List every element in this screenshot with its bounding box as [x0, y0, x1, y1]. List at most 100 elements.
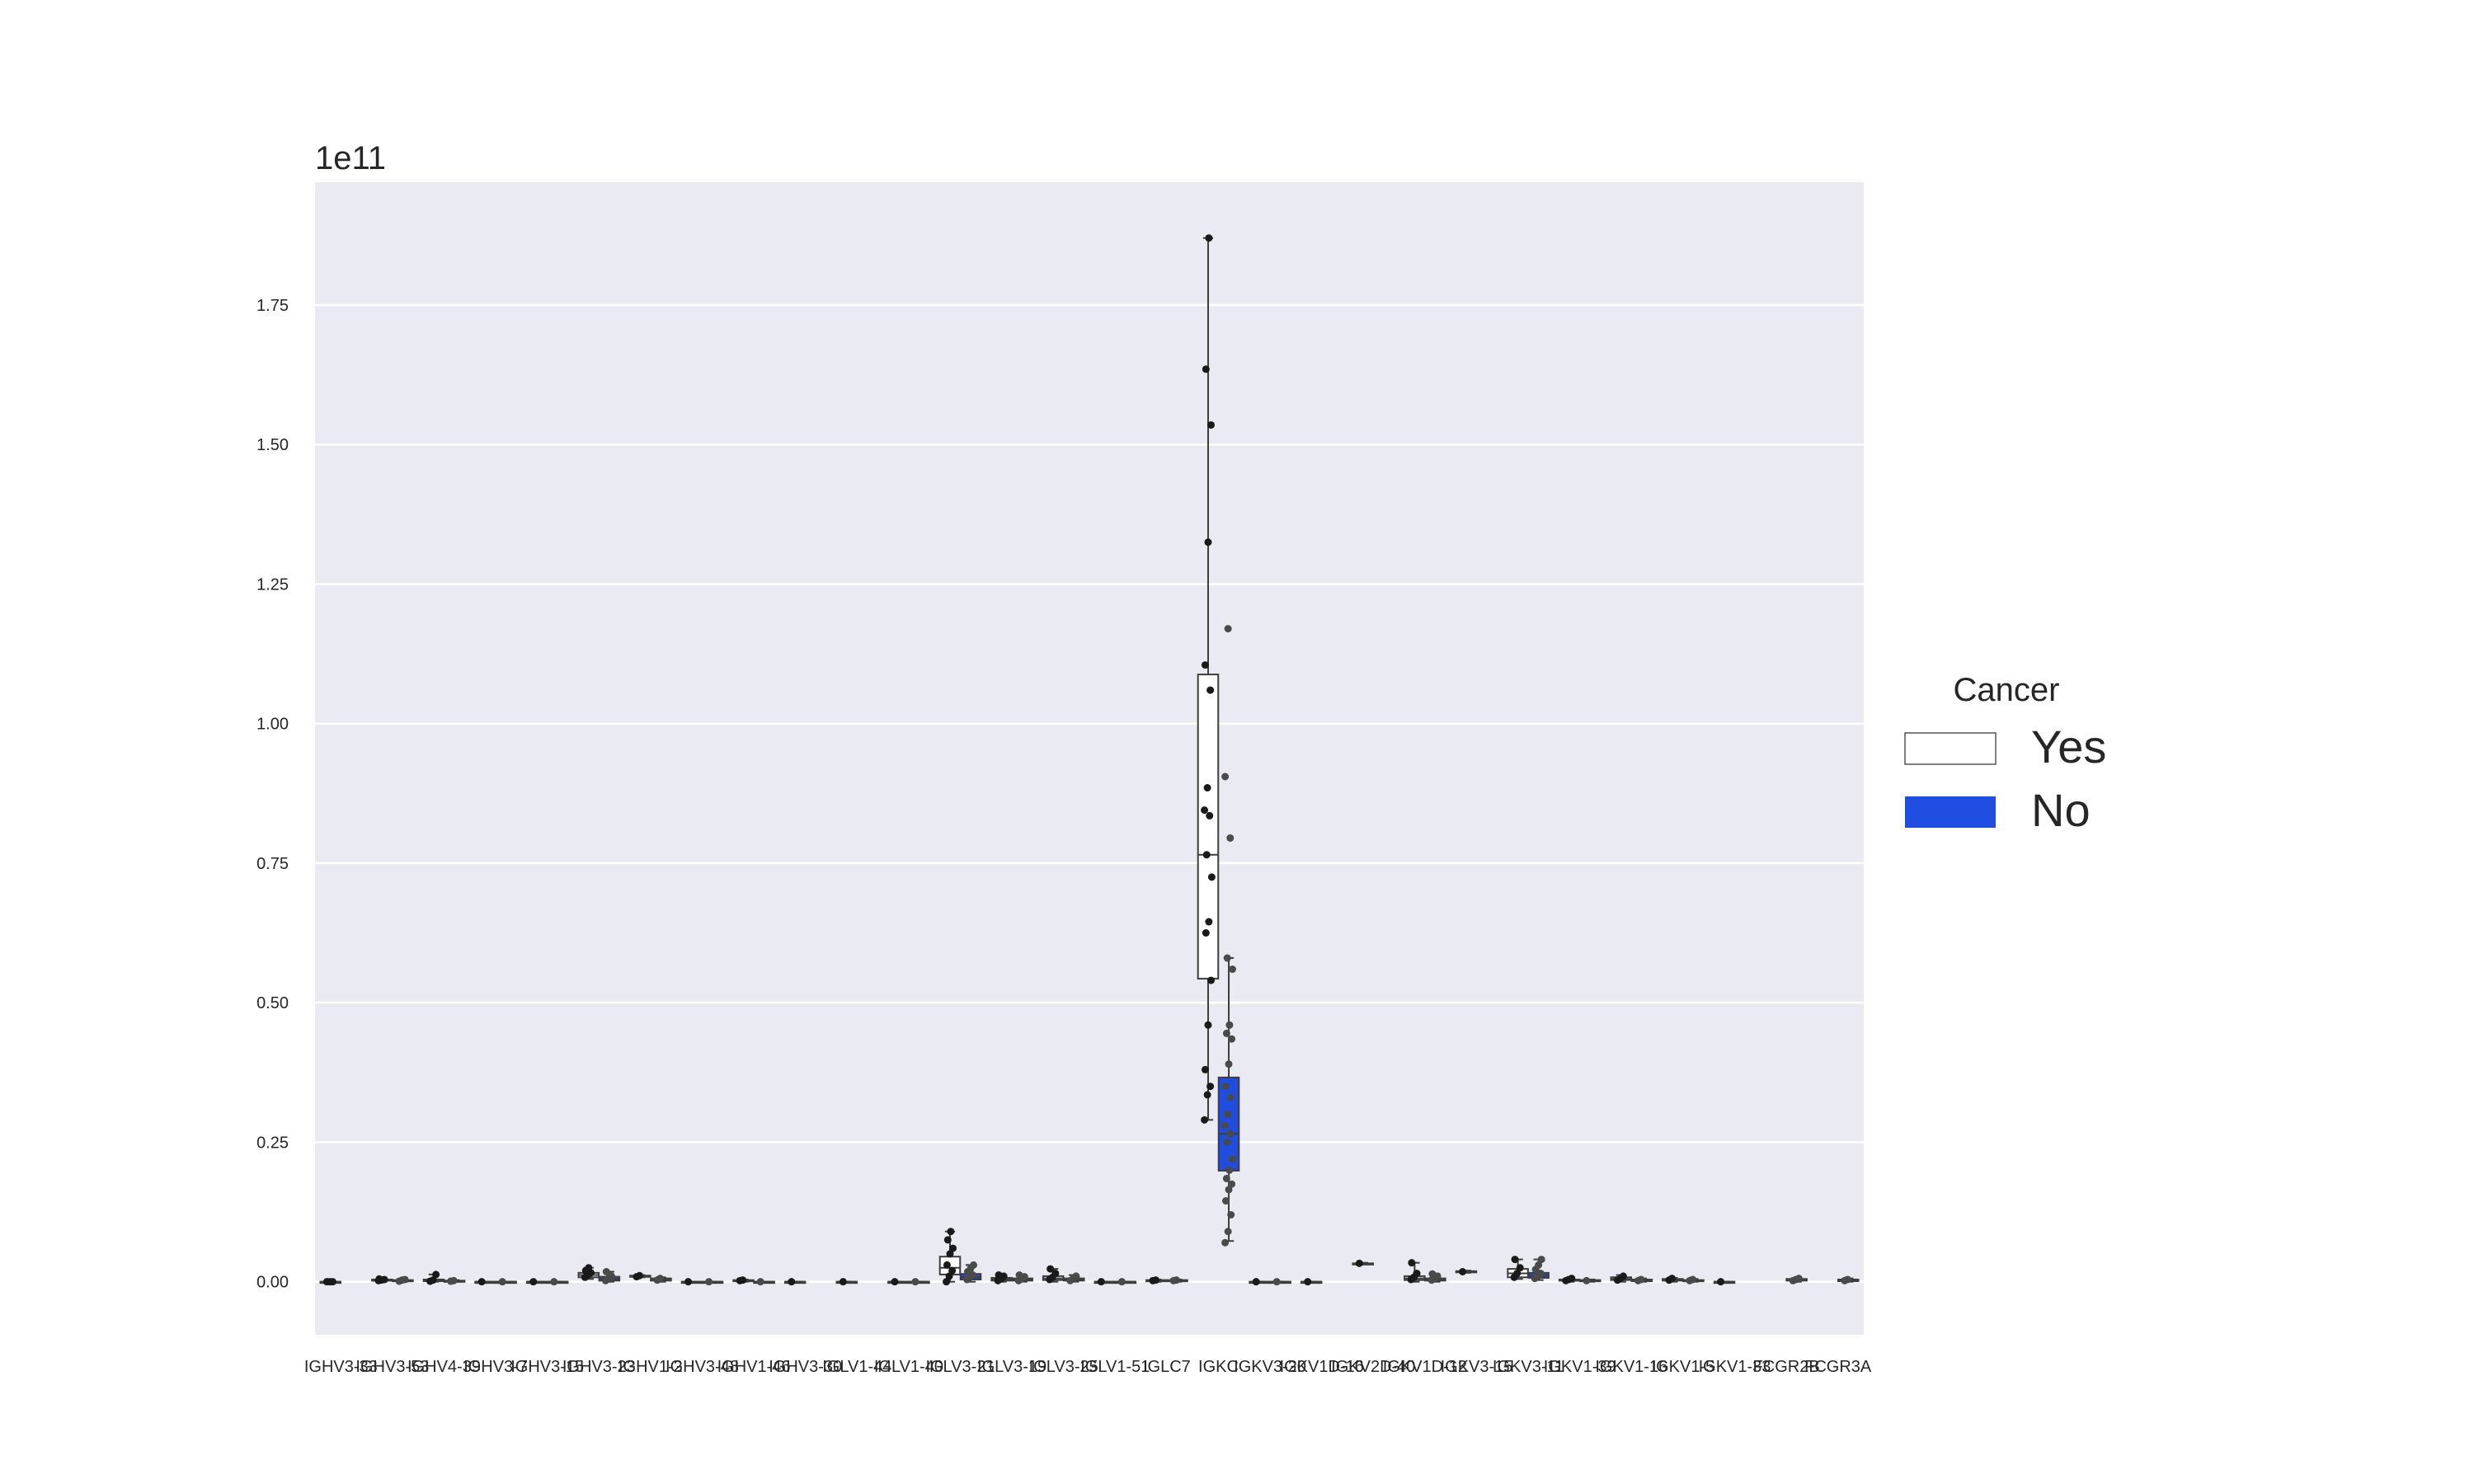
data-point — [1535, 1261, 1543, 1269]
data-point — [1203, 1091, 1211, 1099]
data-point — [429, 1276, 437, 1284]
box-no — [1062, 1272, 1085, 1284]
data-point — [995, 1271, 1003, 1280]
data-point — [1252, 1278, 1260, 1286]
data-point — [1225, 1021, 1234, 1029]
legend-title: Cancer — [1954, 672, 2060, 708]
data-point — [1428, 1270, 1437, 1278]
x-tick-label: IGKV3-20 — [1234, 1358, 1306, 1376]
box-yes — [783, 1278, 807, 1286]
data-point — [1201, 1115, 1209, 1124]
box-yes — [1610, 1272, 1633, 1284]
x-tick-label: IGKV1D-12 — [1383, 1358, 1467, 1376]
data-point — [1568, 1275, 1576, 1283]
box-no — [1682, 1275, 1705, 1284]
data-point — [1202, 365, 1210, 373]
x-tick-label: IGKV1-16 — [1595, 1358, 1667, 1376]
data-point — [1221, 1197, 1230, 1205]
data-point — [1203, 784, 1211, 792]
x-tick-label: IGHV1-2 — [618, 1358, 683, 1376]
box-no — [753, 1278, 775, 1286]
y-tick-label: 0.00 — [256, 1274, 289, 1292]
x-tick-label: IGHV3-48 — [666, 1358, 739, 1376]
data-point — [1408, 1259, 1416, 1267]
box-no — [598, 1267, 621, 1284]
data-point — [585, 1264, 593, 1272]
data-point — [375, 1275, 383, 1283]
data-point — [1206, 686, 1215, 694]
box-yes — [1455, 1267, 1478, 1275]
box-no — [1166, 1276, 1188, 1284]
data-point — [656, 1275, 665, 1283]
data-point — [1459, 1267, 1467, 1275]
x-tick-label: IGHV4-39 — [407, 1358, 481, 1376]
legend-swatch-yes — [1904, 732, 1997, 765]
x-tick-label: IGLC7 — [1143, 1358, 1191, 1376]
data-point — [1304, 1278, 1312, 1286]
box-yes — [732, 1276, 755, 1284]
box-yes — [1352, 1259, 1375, 1267]
box-yes — [990, 1271, 1013, 1284]
data-point — [943, 1261, 951, 1269]
data-point — [949, 1244, 957, 1252]
data-point — [1204, 1021, 1212, 1029]
data-point — [1206, 811, 1214, 819]
data-point — [1204, 538, 1212, 547]
data-point — [1537, 1256, 1545, 1264]
data-point — [1224, 1228, 1232, 1236]
y-tick-label: 0.25 — [256, 1134, 289, 1152]
data-point — [1221, 1238, 1230, 1247]
box-yes — [938, 1228, 962, 1286]
data-point — [1221, 1082, 1230, 1091]
x-tick-label: IGLV1-40 — [874, 1358, 943, 1376]
y-tick-label: 1.00 — [256, 716, 289, 734]
y-tick-label: 0.75 — [256, 855, 289, 873]
data-point — [1228, 1155, 1236, 1163]
data-point — [328, 1278, 336, 1286]
data-point — [1151, 1276, 1159, 1284]
x-tick-label: IGLV3-19 — [977, 1358, 1047, 1376]
y-tick-label: 1.75 — [256, 297, 289, 315]
data-point — [739, 1276, 747, 1284]
x-axis-ticks: IGHV3-33IGHV3-53IGHV4-39IGHV3-7IGHV3-15I… — [304, 1358, 1872, 1376]
box-no — [1578, 1276, 1602, 1284]
data-point — [1513, 1270, 1522, 1278]
data-point — [1689, 1275, 1697, 1284]
data-point — [1072, 1272, 1080, 1280]
data-point — [1224, 1111, 1232, 1119]
box-yes — [1042, 1265, 1065, 1284]
data-point — [1202, 851, 1211, 859]
box-yes — [1145, 1276, 1168, 1284]
y-tick-label: 1.25 — [256, 575, 289, 594]
data-point — [943, 1236, 952, 1244]
data-point — [1516, 1264, 1524, 1272]
box-yes — [835, 1278, 858, 1286]
box-yes — [629, 1271, 651, 1281]
data-point — [970, 1261, 978, 1269]
box-no — [1630, 1275, 1653, 1284]
x-tick-label: IGKV2D-40 — [1331, 1358, 1415, 1376]
box-no — [650, 1275, 672, 1284]
box-no — [701, 1278, 724, 1286]
plot-background — [315, 182, 1864, 1335]
box-yes — [1300, 1278, 1323, 1286]
gridlines — [315, 303, 1864, 1283]
y-axis-ticks: 0.00 0.25 0.50 0.75 1.00 1.25 1.50 1.75 — [256, 297, 289, 1292]
data-point — [1637, 1275, 1645, 1284]
legend-label-no: No — [2031, 784, 2091, 836]
data-point — [911, 1278, 920, 1286]
box-no — [959, 1261, 982, 1284]
data-point — [946, 1250, 954, 1258]
data-point — [1228, 1180, 1236, 1188]
data-point — [948, 1266, 957, 1275]
data-point — [607, 1272, 615, 1280]
box-no — [1785, 1275, 1808, 1284]
data-point — [1221, 1121, 1230, 1129]
data-point — [449, 1276, 458, 1284]
data-point — [1206, 1082, 1215, 1091]
box-no — [908, 1278, 930, 1286]
data-point — [1205, 918, 1213, 926]
x-tick-label: IGKV1D-16 — [1280, 1358, 1364, 1376]
data-point — [1201, 1065, 1209, 1073]
data-point — [891, 1278, 899, 1286]
